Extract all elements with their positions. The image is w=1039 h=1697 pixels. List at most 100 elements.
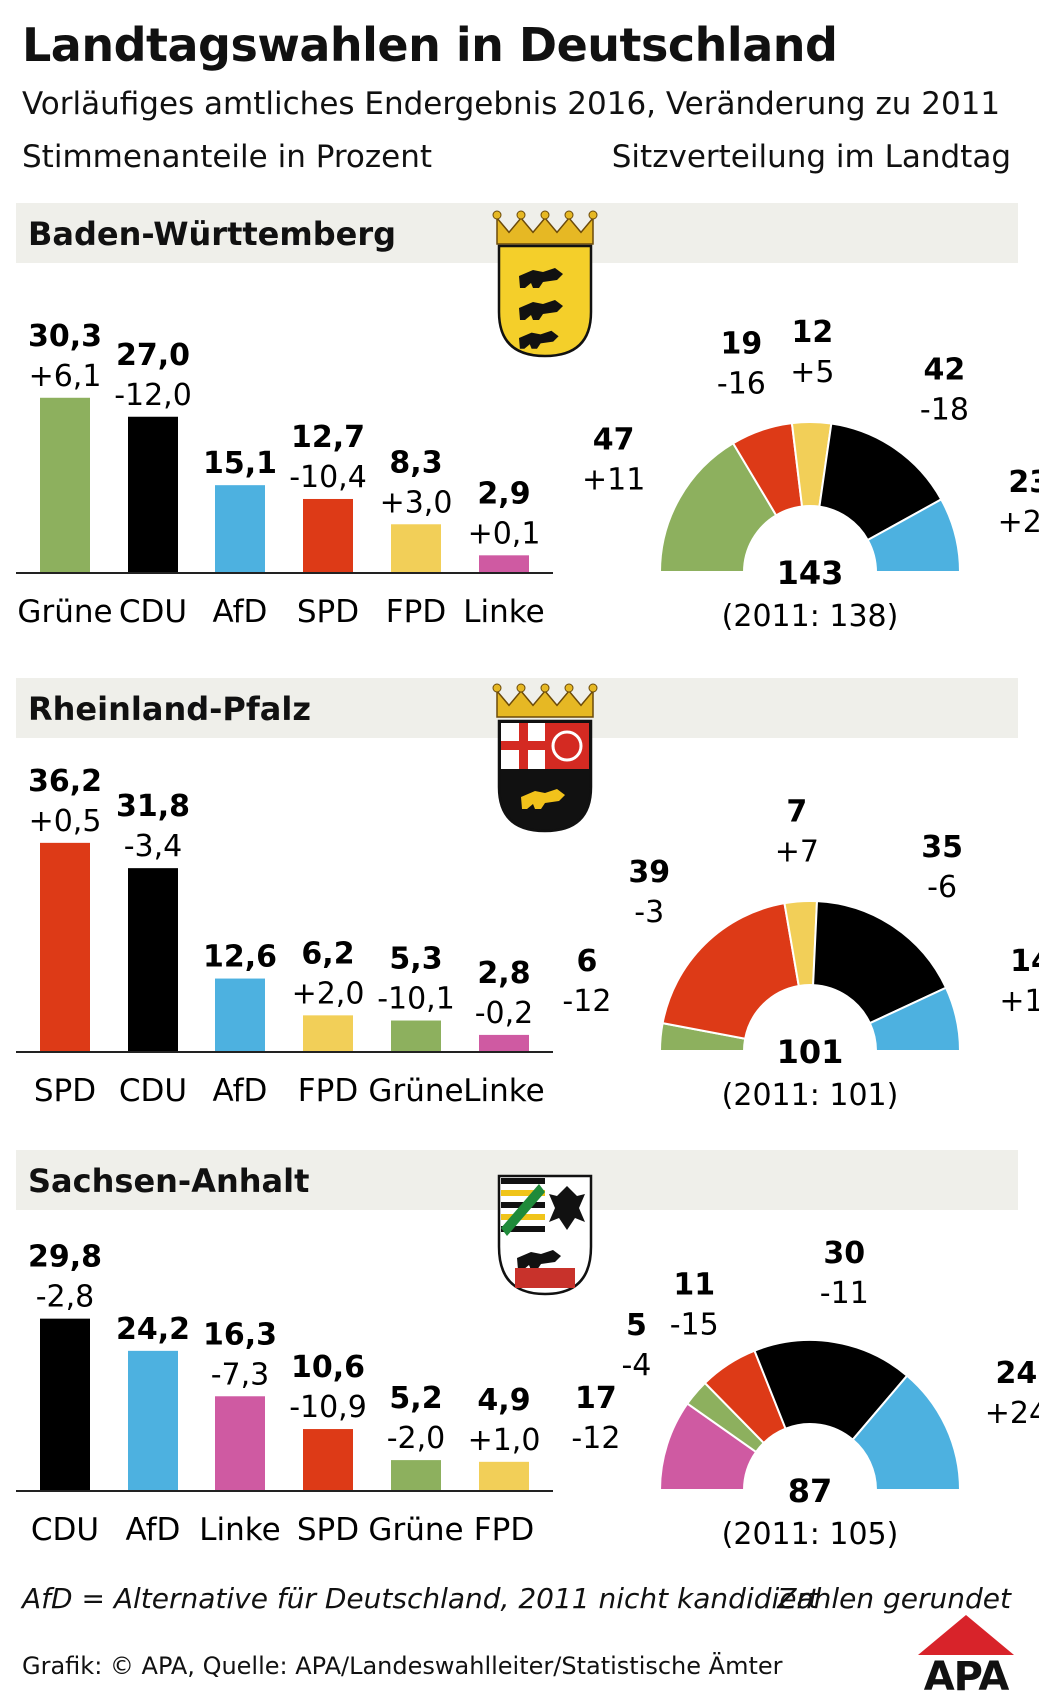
seat-value-label: 14 xyxy=(1010,944,1039,979)
seat-value-label: 11 xyxy=(673,1267,715,1302)
seat-segment-afd xyxy=(868,986,962,1052)
vote-bar-chart: 30,3 +6,1 Grüne 27,0 -12,0 CDU 15,1 AfD 12,7 -10,… xyxy=(16,319,553,630)
vote-value-label: 30,3 xyxy=(28,319,102,354)
rounding-footnote: Zahlen gerundet xyxy=(777,1582,1011,1615)
vote-change-label: -3,4 xyxy=(124,829,183,864)
state-section-sachsen-anhalt: Sachsen-Anhalt 29,8 -2,8 CDU 24,2 AfD 16,3 -7,3… xyxy=(16,1150,1039,1552)
page-title: Landtagswahlen in Deutschland xyxy=(22,18,838,72)
seat-half-donut: 17 -12 5 -4 11 -15 30 -11 24 +24 87 (2011: 105) xyxy=(571,1236,1039,1552)
vote-change-label: +0,5 xyxy=(29,804,102,839)
seat-change-label: -15 xyxy=(670,1307,719,1342)
state-section-rheinland-pfalz: Rheinland-Pfalz 36,2 +0,5 SPD 31,8 -3,4 CDU 12,… xyxy=(16,678,1039,1113)
party-label: Grüne xyxy=(17,594,112,630)
party-label: FPD xyxy=(474,1512,534,1548)
seat-segment-cdu xyxy=(812,900,948,1025)
vote-bar-gruene xyxy=(40,397,90,572)
state-name: Sachsen-Anhalt xyxy=(28,1162,309,1200)
brick-wall-icon xyxy=(515,1268,575,1288)
vote-value-label: 10,6 xyxy=(291,1350,365,1385)
vote-value-label: 15,1 xyxy=(203,446,277,481)
crown-pearl-icon xyxy=(564,683,574,693)
vote-bar-cdu xyxy=(40,1318,90,1490)
vote-bar-cdu xyxy=(128,868,178,1051)
rheinland-pfalz-coat-of-arms-icon xyxy=(492,683,598,833)
seat-change-label: +7 xyxy=(775,834,819,869)
rue-crown-icon xyxy=(501,1184,545,1236)
vote-bar-gruene xyxy=(391,1460,441,1490)
seat-total-label: 143 xyxy=(777,554,844,592)
wheel-icon xyxy=(551,730,583,762)
seat-segment-afd xyxy=(851,1374,962,1491)
seat-segment-spd xyxy=(661,902,800,1040)
vote-change-label: -12,0 xyxy=(114,378,192,413)
red-cross-bar-icon xyxy=(501,741,545,750)
crown-icon xyxy=(496,688,594,718)
state-section-baden-wuerttemberg: Baden-Württemberg 30,3 +6,1 Grüne 27,0 -12,0 C… xyxy=(16,203,1039,634)
party-label: Grüne xyxy=(368,1512,463,1548)
vote-value-label: 29,8 xyxy=(28,1240,102,1275)
crown-pearl-icon xyxy=(516,210,526,220)
vote-value-label: 31,8 xyxy=(116,789,190,824)
vote-value-label: 8,3 xyxy=(389,445,442,480)
crown-pearl-icon xyxy=(540,683,550,693)
seat-value-label: 39 xyxy=(628,855,670,890)
eagle-icon xyxy=(549,1186,585,1230)
crown-pearl-icon xyxy=(540,210,550,220)
seat-change-label: -16 xyxy=(717,366,766,401)
seat-distribution-label: Sitzverteilung im Landtag xyxy=(611,139,1011,175)
seat-value-label: 12 xyxy=(791,315,833,350)
party-label: SPD xyxy=(34,1073,96,1109)
vote-value-label: 6,2 xyxy=(301,936,354,971)
vote-bar-spd xyxy=(303,1429,353,1490)
seat-change-label: -11 xyxy=(820,1276,869,1311)
vote-bar-fpd xyxy=(391,524,441,572)
vote-change-label: -10,4 xyxy=(289,460,367,495)
heraldic-animal-icon xyxy=(521,789,565,809)
vote-change-label: -2,0 xyxy=(387,1421,446,1456)
seat-value-label: 24 xyxy=(996,1356,1038,1391)
shield-icon xyxy=(497,244,593,358)
party-label: AfD xyxy=(213,1073,268,1109)
seat-change-label: +24 xyxy=(985,1396,1039,1431)
party-label: Linke xyxy=(463,1073,544,1109)
vote-share-label: Stimmenanteile in Prozent xyxy=(22,139,433,175)
seat-previous-total-label: (2011: 105) xyxy=(722,1517,899,1552)
vote-bar-afd xyxy=(128,1350,178,1490)
vote-change-label: -10,9 xyxy=(289,1390,367,1425)
seat-change-label: -12 xyxy=(571,1421,620,1456)
saxony-stripe-icon xyxy=(501,1178,545,1184)
vote-bar-cdu xyxy=(128,416,178,572)
seat-value-label: 19 xyxy=(721,326,763,361)
heraldic-animal-icon xyxy=(519,268,563,288)
party-label: AfD xyxy=(126,1512,181,1548)
page-subtitle: Vorläufiges amtliches Endergebnis 2016, … xyxy=(22,86,1001,122)
baden-wuerttemberg-coat-of-arms-icon xyxy=(492,210,598,358)
crown-pearl-icon xyxy=(564,210,574,220)
party-label: FPD xyxy=(298,1073,358,1109)
seat-value-label: 17 xyxy=(575,1381,617,1416)
apa-logo-roof-icon xyxy=(918,1615,1014,1655)
vote-change-label: +2,0 xyxy=(292,976,365,1011)
vote-value-label: 12,6 xyxy=(203,940,277,975)
state-name: Rheinland-Pfalz xyxy=(28,690,311,728)
vote-change-label: -7,3 xyxy=(211,1357,270,1392)
seat-change-label: -4 xyxy=(621,1348,651,1383)
vote-change-label: -2,8 xyxy=(36,1280,95,1315)
vote-value-label: 36,2 xyxy=(28,764,102,799)
vote-bar-chart: 36,2 +0,5 SPD 31,8 -3,4 CDU 12,6 AfD 6,2 +2,0 FPD 5… xyxy=(16,764,553,1109)
seat-previous-total-label: (2011: 138) xyxy=(722,599,899,634)
party-label: SPD xyxy=(297,1512,359,1548)
vote-value-label: 2,8 xyxy=(477,956,530,991)
saxony-stripe-icon xyxy=(501,1226,545,1232)
party-label: CDU xyxy=(31,1512,99,1548)
party-label: AfD xyxy=(213,594,268,630)
vote-bar-linke xyxy=(215,1396,265,1490)
party-label: CDU xyxy=(119,1073,187,1109)
seat-total-label: 101 xyxy=(777,1033,844,1071)
seat-change-label: -3 xyxy=(634,895,664,930)
seat-segment-gruene xyxy=(658,441,778,573)
vote-value-label: 24,2 xyxy=(116,1312,190,1347)
state-name: Baden-Württemberg xyxy=(28,215,396,253)
seat-half-donut: 47 +11 19 -16 12 +5 42 -18 23 +23 143 (2011: 138) xyxy=(582,315,1039,634)
